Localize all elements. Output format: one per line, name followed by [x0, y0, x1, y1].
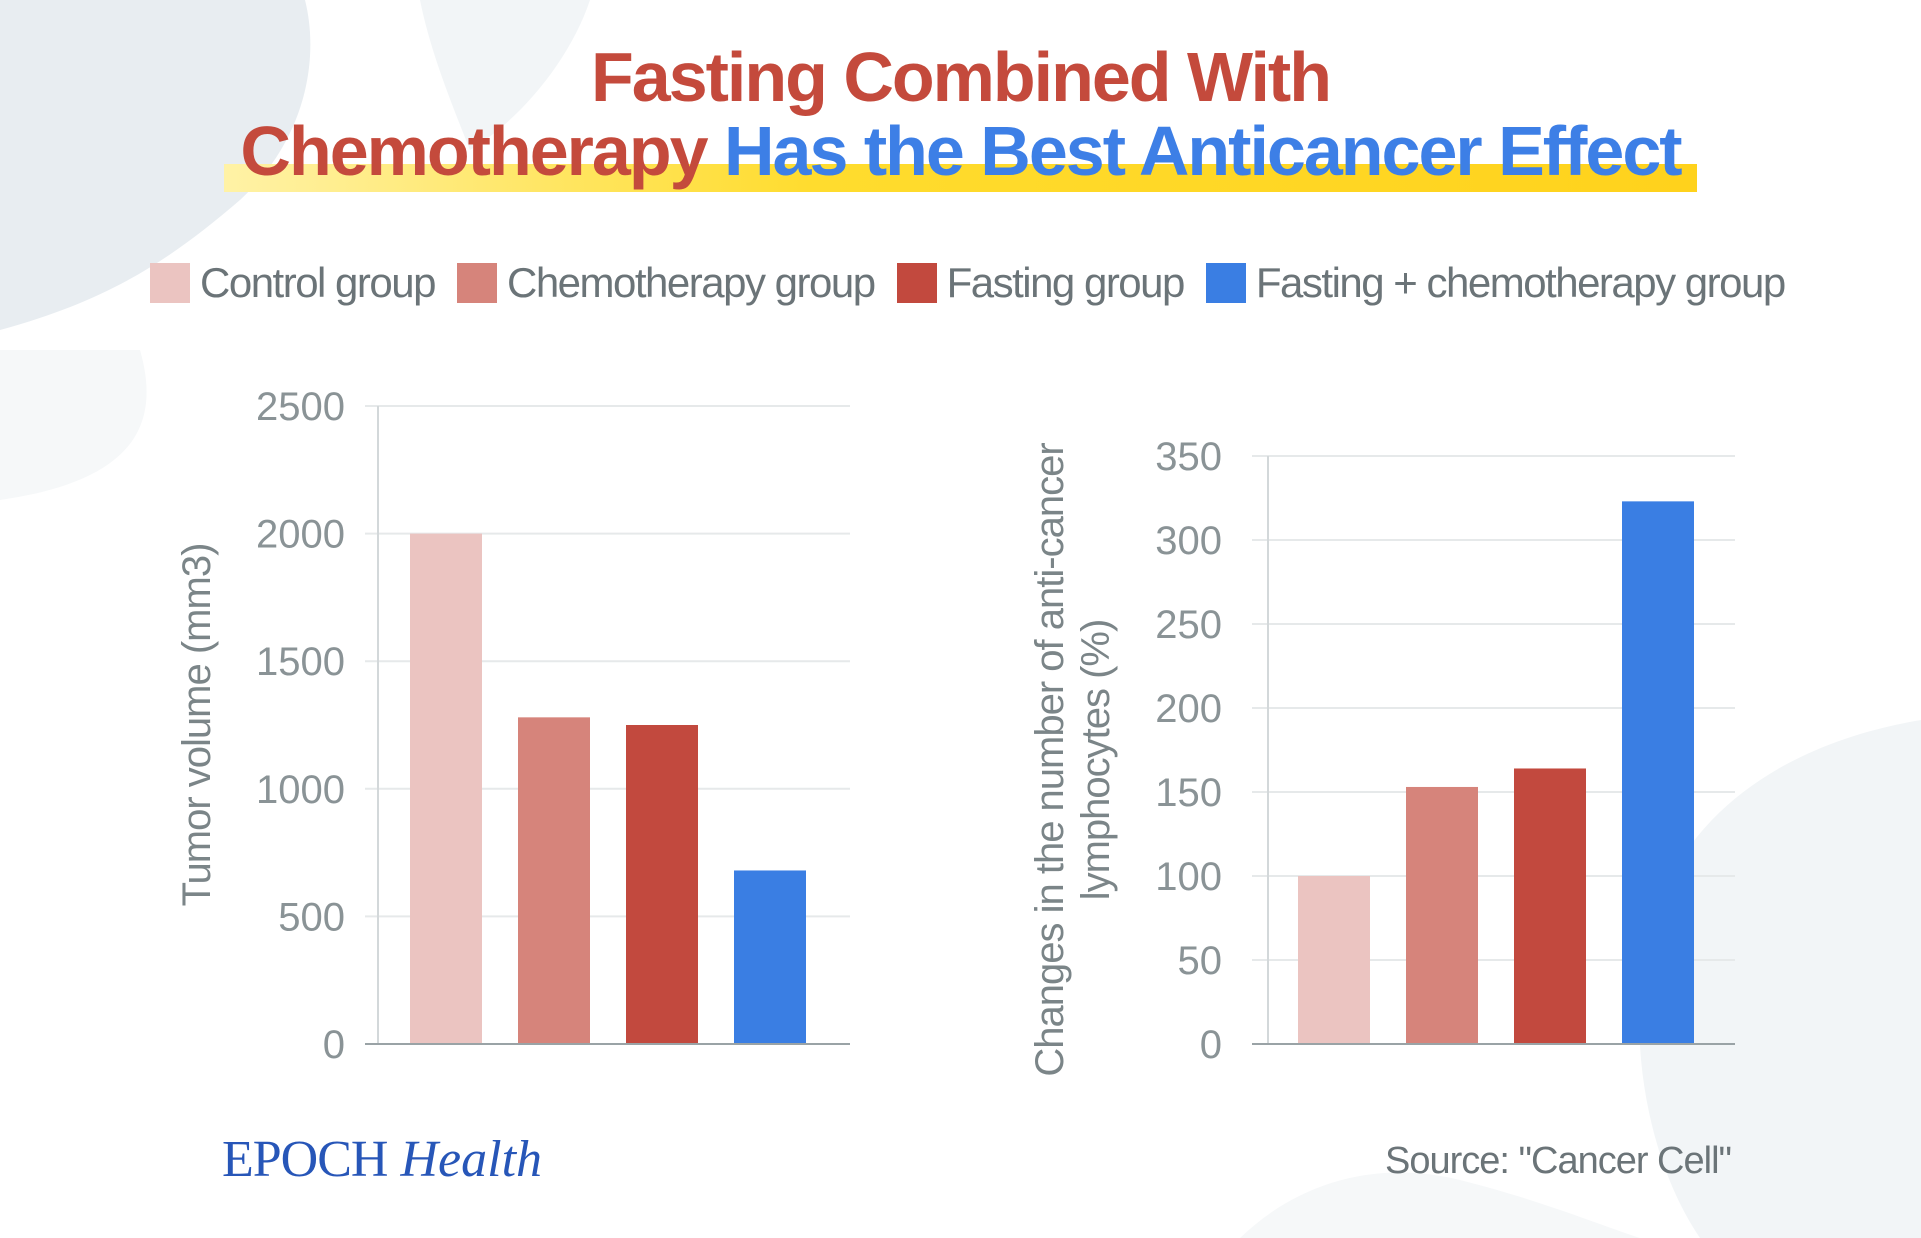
brand-name-epoch: EPOCH — [222, 1131, 388, 1188]
bar-fasting-chemotherapy-group — [734, 870, 806, 1044]
chart-title: Fasting Combined With Chemotherapy Has t… — [0, 38, 1921, 192]
y-tick-label: 0 — [323, 1023, 345, 1067]
y-axis-title: Changes in the number of anti-cancer lymp… — [1028, 443, 1118, 1077]
y-tick-label: 150 — [1155, 771, 1222, 815]
bar-fasting-group — [1514, 768, 1586, 1044]
y-tick-label: 2500 — [256, 385, 345, 429]
y-tick-label: 250 — [1155, 603, 1222, 647]
legend-label-fasting: Fasting group — [946, 259, 1186, 306]
legend-swatch-fasting — [896, 263, 937, 303]
y-tick-label: 1500 — [256, 640, 345, 684]
y-tick-label: 500 — [278, 895, 345, 939]
legend-item-control: Control group — [150, 259, 436, 307]
y-axis-title-line: Tumor volume (mm3) — [175, 544, 219, 907]
legend-swatch-control — [150, 263, 190, 303]
y-tick-label: 200 — [1155, 687, 1222, 731]
legend-label-chemotherapy: Chemotherapy group — [506, 259, 876, 306]
legend-label-control: Control group — [200, 259, 436, 306]
y-axis-title-line: lymphocytes (%) — [1074, 620, 1118, 901]
y-tick-label: 50 — [1178, 939, 1223, 983]
bar-fasting-group — [626, 725, 698, 1044]
legend-item-chemotherapy: Chemotherapy group — [456, 259, 876, 307]
bar-control-group — [410, 533, 482, 1044]
source-note: Source: "Cancer Cell" — [1385, 1140, 1732, 1182]
y-tick-label: 300 — [1155, 519, 1222, 563]
bar-chemotherapy-group — [518, 717, 590, 1044]
title-highlight-bar — [224, 164, 1697, 192]
title-line-2-blue: Has the Best Anticancer Effect — [723, 112, 1683, 190]
y-tick-label: 1000 — [256, 768, 345, 812]
legend: Control group Chemotherapy group Fasting… — [150, 258, 1807, 308]
y-axis-title: Tumor volume (mm3) — [175, 544, 219, 907]
bar-control-group — [1298, 876, 1370, 1044]
legend-label-fasting-chemotherapy: Fasting + chemotherapy group — [1255, 259, 1786, 306]
brand-name-health: Health — [400, 1131, 543, 1188]
legend-item-fasting-chemotherapy: Fasting + chemotherapy group — [1205, 259, 1786, 307]
legend-swatch-chemotherapy — [456, 263, 497, 303]
y-tick-label: 2000 — [256, 513, 345, 557]
bar-chemotherapy-group — [1406, 786, 1478, 1044]
legend-item-fasting: Fasting group — [896, 259, 1186, 307]
bar-fasting-chemotherapy-group — [1622, 501, 1694, 1044]
y-tick-label: 0 — [1200, 1023, 1222, 1067]
y-axis-title-line: Changes in the number of anti-cancer — [1028, 443, 1072, 1077]
title-line-1: Fasting Combined With — [591, 38, 1332, 116]
y-tick-label: 350 — [1155, 435, 1222, 479]
epoch-health-logo: EPOCH Health — [222, 1130, 542, 1189]
title-line-2-red: Chemotherapy — [240, 112, 708, 190]
legend-swatch-fasting-chemotherapy — [1205, 263, 1246, 303]
y-tick-label: 100 — [1155, 855, 1222, 899]
title-line-2: Chemotherapy Has the Best Anticancer Eff… — [224, 112, 1697, 192]
